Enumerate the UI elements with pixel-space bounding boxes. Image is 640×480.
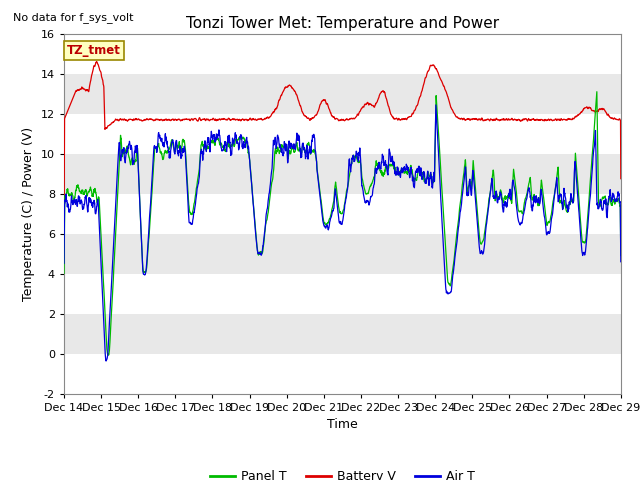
Bar — [64, 234, 621, 274]
Bar — [64, 313, 621, 354]
Bar — [64, 73, 621, 114]
Y-axis label: Temperature (C) / Power (V): Temperature (C) / Power (V) — [22, 127, 35, 300]
Title: Tonzi Tower Met: Temperature and Power: Tonzi Tower Met: Temperature and Power — [186, 16, 499, 31]
Text: TZ_tmet: TZ_tmet — [67, 44, 121, 58]
Text: No data for f_sys_volt: No data for f_sys_volt — [13, 12, 133, 23]
X-axis label: Time: Time — [327, 418, 358, 431]
Bar — [64, 154, 621, 193]
Legend: Panel T, Battery V, Air T: Panel T, Battery V, Air T — [205, 465, 480, 480]
